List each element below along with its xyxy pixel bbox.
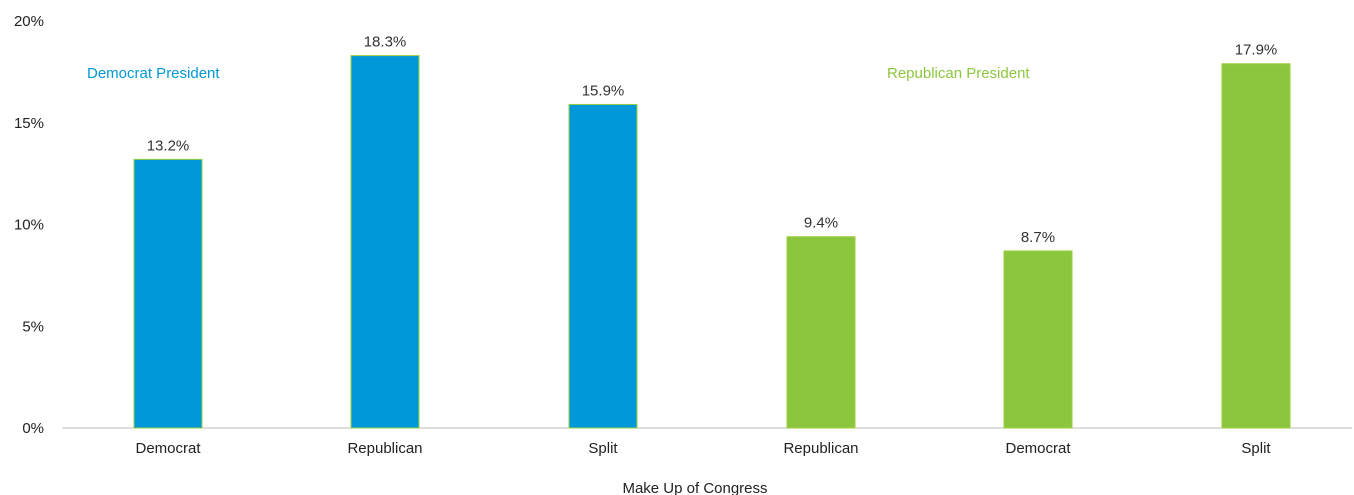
- bar: [133, 158, 203, 429]
- data-label: 9.4%: [804, 215, 838, 232]
- x-tick-label: Split: [588, 440, 618, 457]
- y-tick-label: 10%: [14, 217, 44, 234]
- y-tick-label: 15%: [14, 115, 44, 132]
- y-tick-label: 5%: [22, 318, 44, 335]
- group-label: Republican President: [887, 65, 1030, 82]
- y-axis-tick-labels: 0% 5% 10% 15% 20%: [14, 13, 44, 437]
- x-tick-label: Republican: [347, 440, 422, 457]
- data-labels: 13.2% 18.3% 15.9% 9.4% 8.7% 17.9%: [147, 34, 1278, 246]
- data-label: 8.7%: [1021, 229, 1055, 246]
- y-tick-label: 20%: [14, 13, 44, 30]
- group-labels: Democrat President Republican President: [87, 65, 1030, 82]
- data-label: 15.9%: [582, 82, 625, 99]
- bar: [1221, 63, 1291, 429]
- data-label: 17.9%: [1235, 42, 1278, 59]
- x-tick-label: Democrat: [1005, 440, 1071, 457]
- bar: [350, 55, 420, 429]
- group-label: Democrat President: [87, 65, 220, 82]
- bar: [1003, 250, 1073, 429]
- x-axis-title: Make Up of Congress: [622, 480, 767, 495]
- data-label: 18.3%: [364, 34, 407, 51]
- x-tick-label: Split: [1241, 440, 1271, 457]
- x-tick-label: Republican: [783, 440, 858, 457]
- bar: [786, 236, 856, 429]
- bars: [133, 55, 1291, 429]
- x-axis-tick-labels: Democrat Republican Split Republican Democra…: [135, 440, 1271, 457]
- y-tick-label: 0%: [22, 420, 44, 437]
- x-tick-label: Democrat: [135, 440, 201, 457]
- data-label: 13.2%: [147, 137, 190, 154]
- bar: [568, 103, 638, 429]
